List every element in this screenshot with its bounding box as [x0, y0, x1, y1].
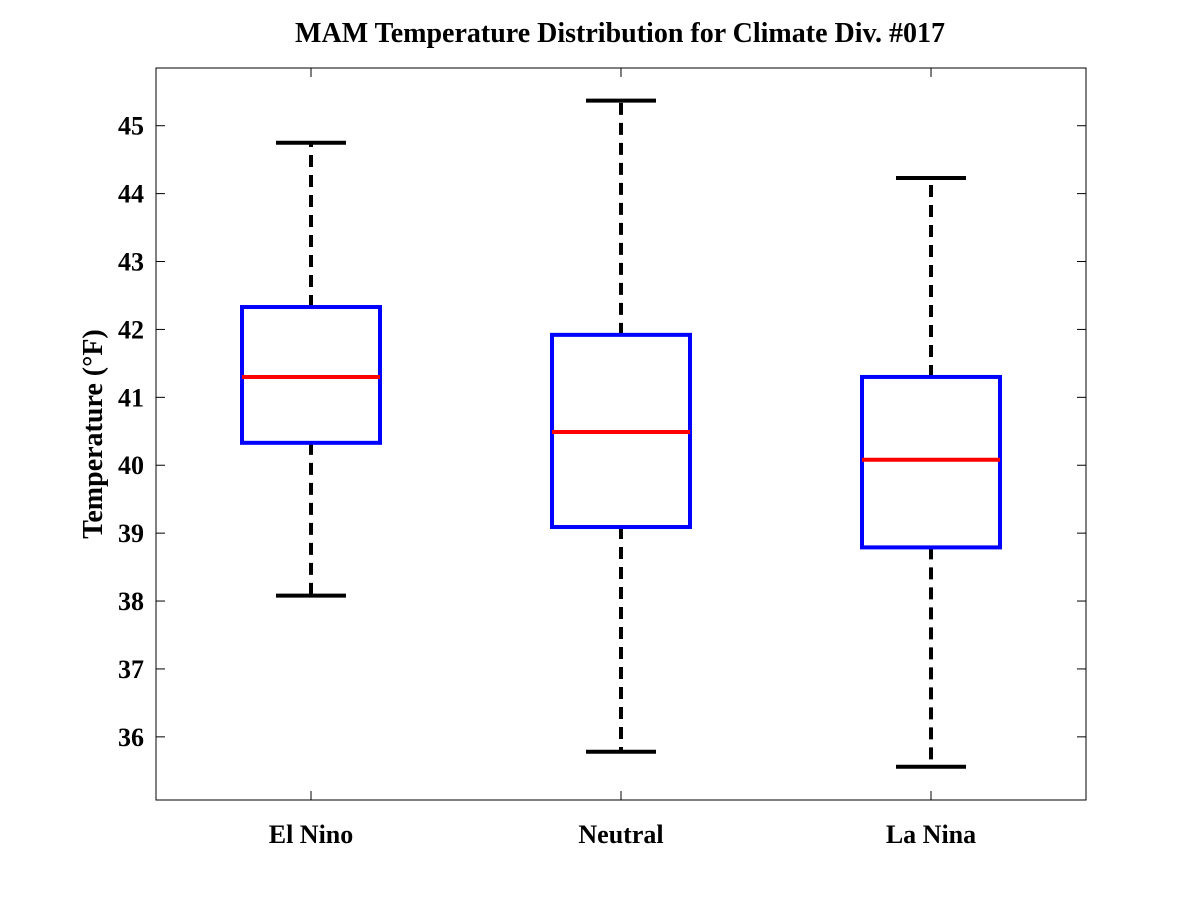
y-tick-label: 37: [118, 655, 144, 684]
box-neutral: [550, 98, 692, 754]
y-tick-label: 43: [118, 248, 144, 277]
x-tick-label: Neutral: [578, 820, 663, 849]
iqr-box: [860, 374, 1002, 550]
y-tick-label: 39: [118, 519, 144, 548]
y-axis-ticks: 36 37 38 39 40 41 42 43 44 45: [118, 112, 1086, 752]
y-tick-label: 45: [118, 112, 144, 141]
y-tick-label: 40: [118, 451, 144, 480]
x-axis-ticks: El Nino Neutral La Nina: [269, 68, 976, 849]
chart-title: MAM Temperature Distribution for Climate…: [295, 18, 945, 49]
box-la-nina: [860, 176, 1002, 769]
y-tick-label: 41: [118, 383, 144, 412]
iqr-box: [240, 305, 382, 445]
y-tick-label: 36: [118, 723, 144, 752]
y-axis-label: Temperature (°F): [78, 329, 109, 538]
y-tick-label: 44: [118, 180, 144, 209]
box-el-nino: [240, 140, 382, 598]
x-tick-label: La Nina: [886, 820, 976, 849]
y-tick-label: 42: [118, 315, 144, 344]
y-tick-label: 38: [118, 587, 144, 616]
x-tick-label: El Nino: [269, 820, 354, 849]
box-series: [240, 98, 1002, 769]
